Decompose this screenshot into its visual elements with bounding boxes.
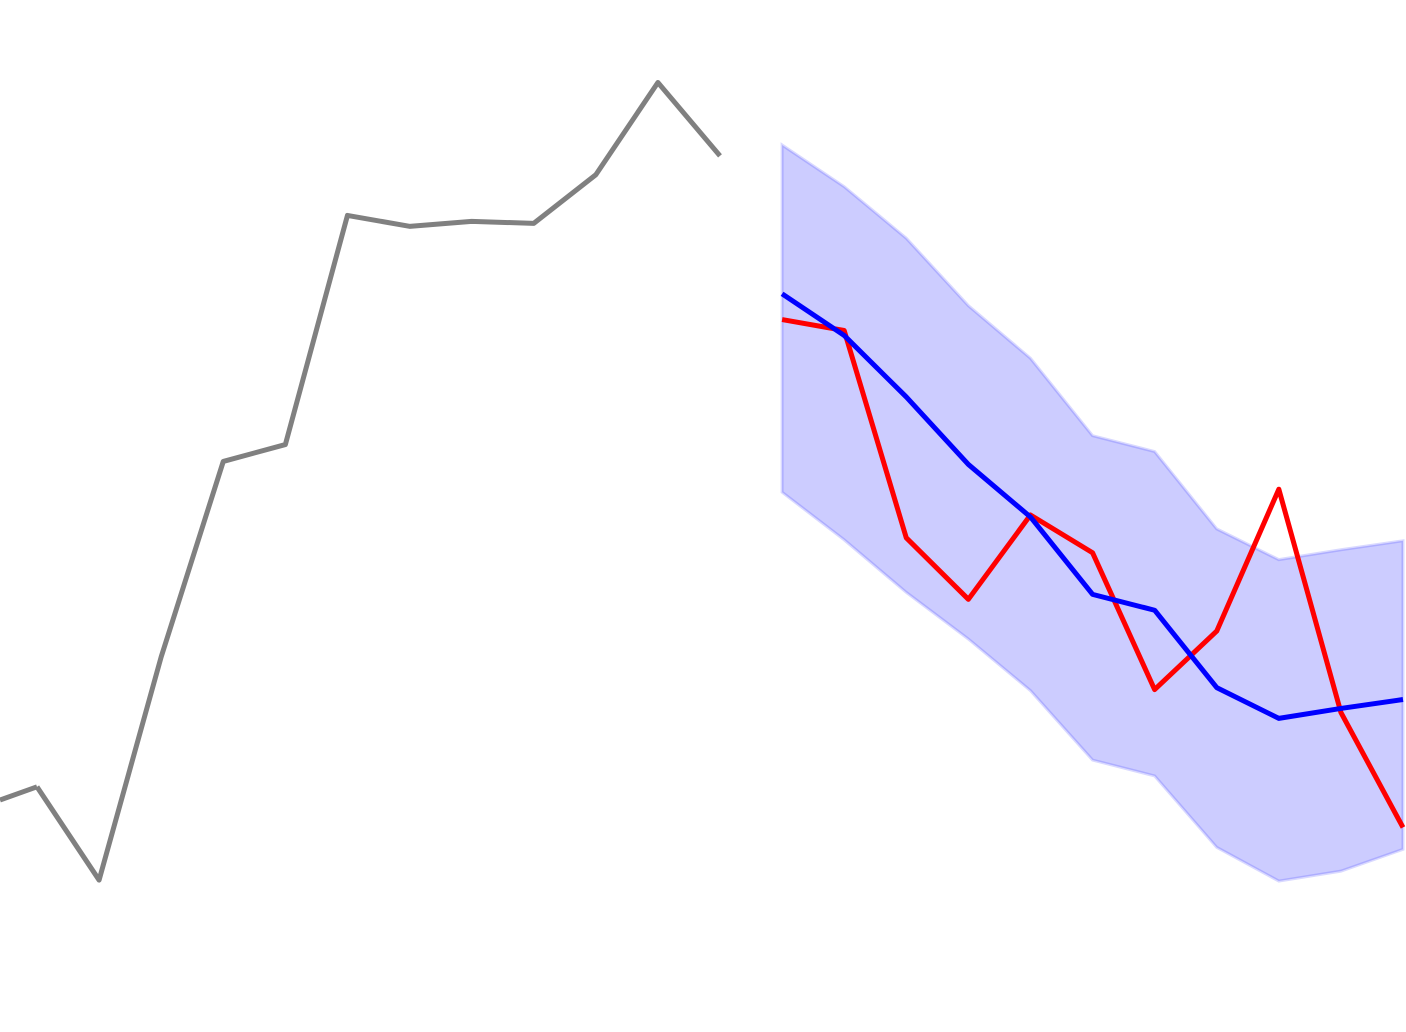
series-forecast (780, 291, 1404, 721)
confidence-band-layer (780, 142, 1405, 883)
series-line-observed (781, 317, 1406, 829)
confidence-band (780, 142, 1405, 883)
series-line-history-lead (0, 784, 38, 803)
series-observed (781, 317, 1406, 829)
series-lines-layer (0, 79, 1406, 883)
series-line-forecast (780, 291, 1404, 721)
series-line-history (34, 79, 722, 883)
series-history (34, 79, 722, 883)
